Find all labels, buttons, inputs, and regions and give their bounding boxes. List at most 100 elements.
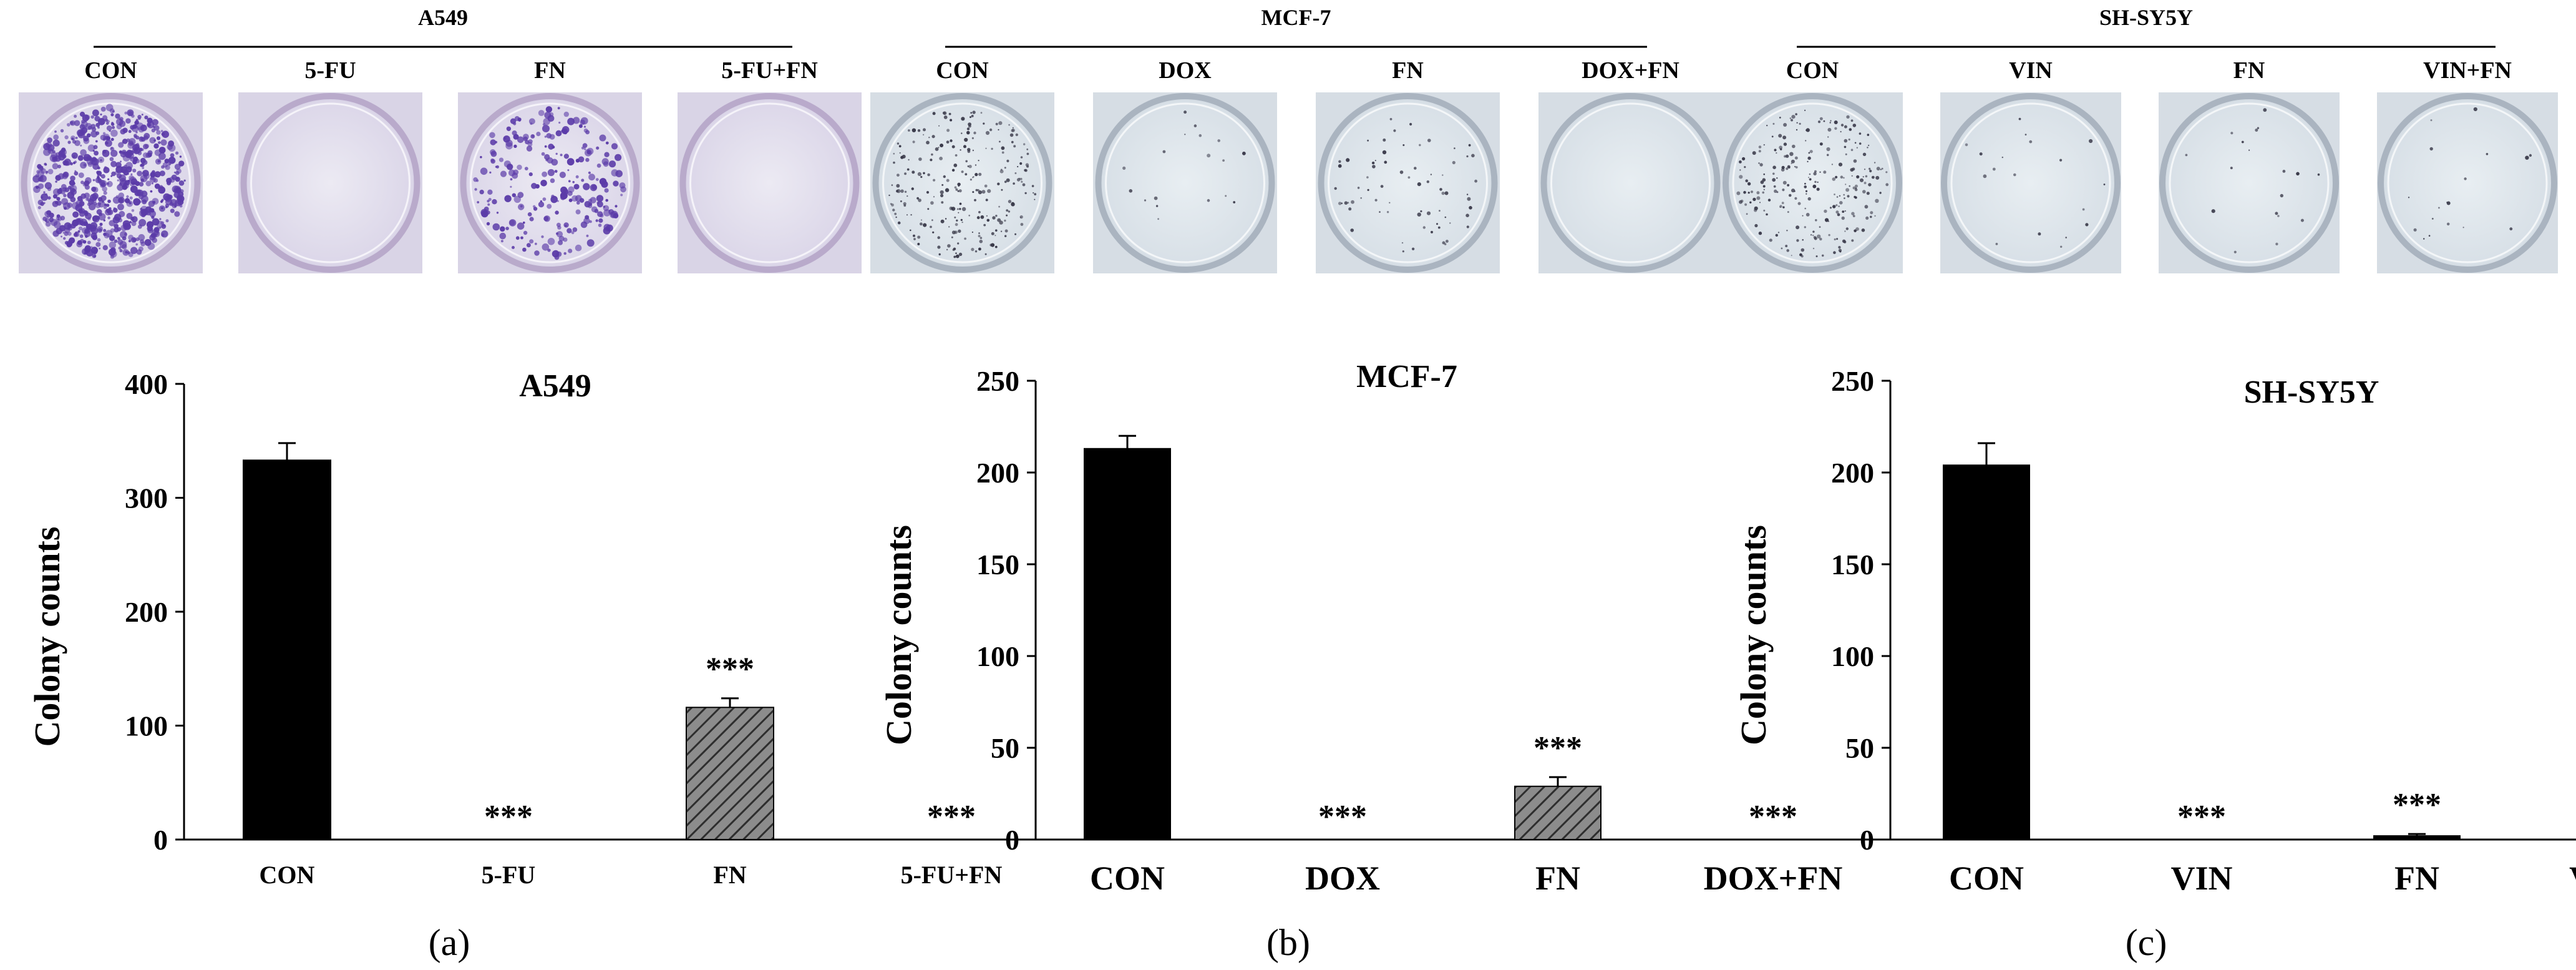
plate-label: FN [1392, 57, 1424, 84]
plate-label: DOX [1159, 57, 1211, 84]
x-tick-label: 5-FU [482, 861, 536, 889]
plate-3-3: FN [2159, 57, 2340, 273]
significance-label: *** [1318, 799, 1367, 835]
bar-chart-1: A549 Colony counts 0 100 200 300 400 CON *** 5-FU… [27, 368, 1117, 963]
significance-label: *** [1533, 730, 1582, 766]
bar [686, 707, 774, 841]
panel-label: (b) [1266, 922, 1310, 963]
plate-label: 5-FU+FN [721, 57, 818, 84]
y-tick-label: 150 [976, 549, 1019, 581]
bar [2373, 835, 2461, 840]
colonies [1334, 118, 1478, 253]
chart-title: A549 [519, 368, 591, 404]
y-tick-label: 150 [1831, 549, 1874, 581]
colonies [1965, 117, 2106, 248]
colony-plates-figure: A549 CON 5-FU FN 5-FU+FN MCF-7 CON DOX FN DOX+FN S… [19, 5, 2558, 273]
plate-3-1: CON [1722, 57, 1903, 273]
plate-2-3: FN [1316, 57, 1500, 273]
colonies [32, 104, 186, 259]
x-tick-label: CON [1949, 860, 2024, 897]
colonies [2408, 107, 2532, 240]
y-tick-label: 250 [1831, 365, 1874, 397]
plate-3-4: VIN+FN [2377, 57, 2558, 273]
x-tick-label: FN [2394, 860, 2439, 897]
bar [1943, 464, 2030, 840]
plate-group-label: SH-SY5Y [2099, 5, 2193, 30]
plate-panel-1: A549 CON 5-FU FN 5-FU+FN [19, 5, 862, 273]
bar-chart-3: SH-SY5Y Colony counts 0 50 100 150 200 250 CON **… [1733, 365, 2576, 963]
petri-dish [2159, 93, 2339, 273]
panel-label: (c) [2126, 922, 2167, 963]
petri-dish [1941, 93, 2121, 273]
significance-label: *** [706, 652, 754, 687]
x-tick-label: VIN+FN [2569, 860, 2576, 897]
y-tick-label: 400 [125, 368, 168, 400]
petri-dish [1723, 93, 1902, 273]
petri-dish [1540, 93, 1721, 273]
chart-title: SH-SY5Y [2244, 375, 2379, 410]
y-tick-label: 0 [153, 824, 168, 856]
panel-label: (a) [429, 922, 470, 963]
x-tick-label: CON [260, 861, 315, 889]
plate-1-1: CON [19, 57, 203, 273]
y-tick-label: 0 [1005, 824, 1019, 856]
colonies [1736, 109, 1889, 258]
plate-panel-3: SH-SY5Y CON VIN FN VIN+FN [1722, 5, 2558, 273]
x-tick-label: DOX+FN [1704, 860, 1843, 897]
petri-dish [679, 93, 860, 273]
colonies [473, 106, 626, 260]
plate-1-3: FN [458, 57, 642, 273]
plate-label: VIN+FN [2423, 57, 2512, 84]
significance-label: *** [2177, 799, 2226, 835]
y-tick-label: 50 [1845, 732, 1874, 764]
plate-3-2: VIN [1940, 57, 2121, 273]
petri-dish [872, 93, 1052, 273]
plate-2-1: CON [870, 57, 1054, 273]
x-tick-label: FN [1535, 860, 1580, 897]
y-tick-label: 100 [976, 640, 1019, 672]
x-tick-label: VIN [2170, 860, 2232, 897]
plate-label: CON [936, 57, 988, 84]
plate-label: VIN [2009, 57, 2053, 84]
plate-label: CON [1786, 57, 1839, 84]
significance-label: *** [484, 799, 533, 835]
y-tick-label: 300 [125, 483, 168, 514]
petri-dish [240, 93, 420, 273]
y-axis-label: Colony counts [878, 525, 919, 745]
y-axis-label: Colony counts [1733, 525, 1774, 745]
plate-group-label: A549 [418, 5, 468, 30]
petri-dish [2378, 93, 2557, 273]
y-tick-label: 200 [976, 457, 1019, 489]
bar [1084, 448, 1171, 840]
significance-label: *** [1749, 799, 1797, 835]
chart-title: MCF-7 [1356, 359, 1457, 394]
petri-dish [1318, 93, 1498, 273]
y-tick-label: 100 [125, 710, 168, 742]
plate-label: FN [2233, 57, 2265, 84]
petri-dish [1095, 93, 1275, 273]
x-tick-label: DOX [1305, 860, 1380, 897]
y-tick-label: 250 [976, 365, 1019, 397]
plate-1-2: 5-FU [238, 57, 422, 273]
significance-label: *** [2393, 787, 2441, 823]
plate-label: 5-FU [304, 57, 356, 84]
y-axis-label: Colony counts [27, 527, 67, 747]
plate-panel-2: MCF-7 CON DOX FN DOX+FN [870, 5, 1723, 273]
plate-label: DOX+FN [1582, 57, 1679, 84]
plate-2-2: DOX [1093, 57, 1277, 273]
colonies [1122, 110, 1246, 220]
x-tick-label: CON [1090, 860, 1165, 897]
colonies [888, 110, 1037, 258]
plate-1-4: 5-FU+FN [678, 57, 862, 273]
y-tick-label: 0 [1860, 824, 1874, 856]
x-tick-label: FN [713, 861, 746, 889]
bar-chart-2: MCF-7 Colony counts 0 50 100 150 200 250 CON *** D… [878, 359, 1933, 963]
x-tick-label: 5-FU+FN [901, 861, 1003, 889]
plate-label: FN [534, 57, 566, 84]
colonies [2185, 108, 2320, 253]
bar [1514, 785, 1601, 840]
plate-2-4: DOX+FN [1538, 57, 1723, 273]
plate-group-label: MCF-7 [1261, 5, 1331, 30]
y-tick-label: 100 [1831, 640, 1874, 672]
